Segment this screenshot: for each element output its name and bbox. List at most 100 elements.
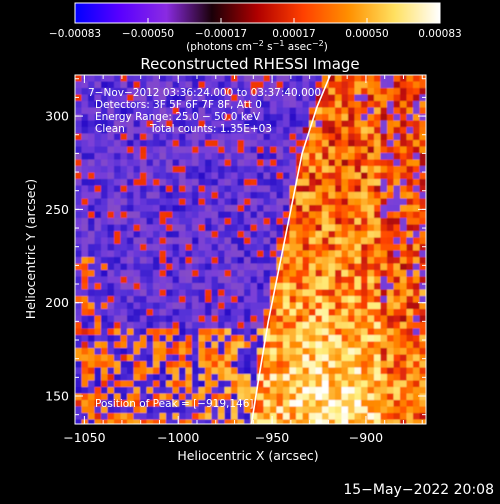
heatmap-cell	[302, 153, 310, 161]
heatmap-cell	[309, 367, 317, 375]
heatmap-cell	[309, 302, 317, 310]
heatmap-cell	[406, 283, 414, 291]
heatmap-cell	[283, 114, 291, 122]
heatmap-cell	[348, 101, 356, 109]
heatmap-cell	[413, 361, 421, 369]
heatmap-cell	[387, 179, 395, 187]
heatmap-cell	[94, 88, 102, 96]
heatmap-cell	[374, 374, 382, 382]
heatmap-cell	[88, 406, 96, 414]
heatmap-cell	[205, 211, 213, 219]
heatmap-cell	[406, 153, 414, 161]
heatmap-cell	[335, 244, 343, 252]
heatmap-cell	[140, 283, 148, 291]
heatmap-cell	[231, 205, 239, 213]
heatmap-cell	[387, 166, 395, 174]
heatmap-cell	[400, 289, 408, 297]
heatmap-cell	[205, 146, 213, 154]
heatmap-cell	[179, 348, 187, 356]
heatmap-cell	[94, 211, 102, 219]
heatmap-cell	[120, 172, 128, 180]
heatmap-cell	[146, 276, 154, 284]
heatmap-cell	[75, 159, 83, 167]
heatmap-cell	[406, 354, 414, 362]
heatmap-cell	[107, 250, 115, 258]
heatmap-cell	[315, 198, 323, 206]
heatmap-cell	[231, 413, 239, 421]
heatmap-cell	[146, 309, 154, 317]
heatmap-cell	[101, 413, 109, 421]
heatmap-cell	[387, 374, 395, 382]
heatmap-cell	[354, 120, 362, 128]
heatmap-cell	[309, 413, 317, 421]
heatmap-cell	[166, 218, 174, 226]
heatmap-cell	[205, 367, 213, 375]
heatmap-cell	[387, 380, 395, 388]
heatmap-cell	[335, 107, 343, 115]
heatmap-cell	[380, 387, 388, 395]
heatmap-cell	[127, 257, 135, 265]
heatmap-cell	[400, 179, 408, 187]
heatmap-cell	[146, 153, 154, 161]
heatmap-cell	[289, 185, 297, 193]
heatmap-cell	[406, 348, 414, 356]
heatmap-cell	[166, 348, 174, 356]
heatmap-cell	[322, 224, 330, 232]
heatmap-cell	[192, 218, 200, 226]
heatmap-cell	[309, 328, 317, 336]
heatmap-cell	[283, 263, 291, 271]
heatmap-cell	[374, 276, 382, 284]
heatmap-cell	[302, 348, 310, 356]
heatmap-cell	[140, 328, 148, 336]
heatmap-cell	[276, 309, 284, 317]
heatmap-cell	[101, 309, 109, 317]
heatmap-cell	[400, 348, 408, 356]
heatmap-cell	[250, 185, 258, 193]
heatmap-cell	[419, 413, 426, 421]
heatmap-cell	[211, 387, 219, 395]
heatmap-cell	[120, 192, 128, 200]
heatmap-cell	[179, 205, 187, 213]
heatmap-cell	[120, 419, 128, 424]
heatmap-cell	[289, 244, 297, 252]
heatmap-cell	[374, 211, 382, 219]
heatmap-cell	[205, 205, 213, 213]
heatmap-cell	[172, 250, 180, 258]
heatmap-cell	[172, 419, 180, 424]
heatmap-cell	[387, 335, 395, 343]
heatmap-cell	[185, 75, 193, 83]
heatmap-cell	[400, 159, 408, 167]
heatmap-cell	[94, 185, 102, 193]
heatmap-cell	[335, 276, 343, 284]
heatmap-cell	[75, 211, 83, 219]
heatmap-cell	[367, 406, 375, 414]
heatmap-cell	[400, 263, 408, 271]
heatmap-cell	[244, 101, 252, 109]
heatmap-cell	[244, 270, 252, 278]
heatmap-cell	[413, 315, 421, 323]
heatmap-cell	[75, 276, 83, 284]
heatmap-cell	[114, 400, 122, 408]
heatmap-cell	[159, 400, 167, 408]
heatmap-cell	[289, 348, 297, 356]
heatmap-cell	[257, 374, 265, 382]
heatmap-cell	[322, 88, 330, 96]
heatmap-cell	[341, 315, 349, 323]
heatmap-cell	[224, 127, 232, 135]
heatmap-cell	[81, 341, 89, 349]
heatmap-cell	[270, 374, 278, 382]
heatmap-cell	[309, 374, 317, 382]
heatmap-cell	[296, 367, 304, 375]
heatmap-cell	[270, 120, 278, 128]
heatmap-cell	[361, 380, 369, 388]
heatmap-cell	[127, 361, 135, 369]
heatmap-cell	[348, 276, 356, 284]
heatmap-cell	[380, 88, 388, 96]
heatmap-cell	[302, 406, 310, 414]
heatmap-cell	[367, 211, 375, 219]
heatmap-cell	[127, 315, 135, 323]
heatmap-cell	[387, 153, 395, 161]
heatmap-cell	[211, 146, 219, 154]
heatmap-cell	[237, 88, 245, 96]
heatmap-cell	[348, 335, 356, 343]
